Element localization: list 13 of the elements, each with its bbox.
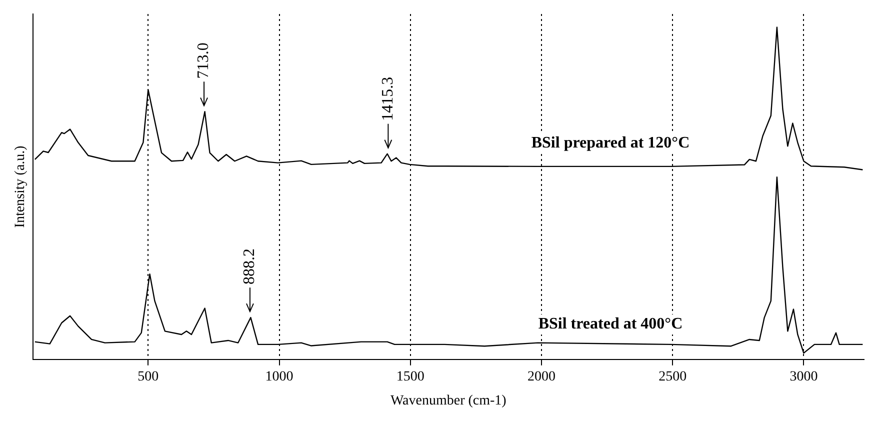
annotation: 1415.3	[379, 76, 396, 121]
y-axis-title: Intensity (a.u.)	[13, 145, 28, 228]
x-axis-title: Wavenumber (cm-1)	[390, 393, 507, 408]
x-tick-label: 500	[138, 369, 159, 384]
x-tick-label: 1500	[396, 369, 424, 384]
annotation: 888.2	[241, 248, 258, 285]
x-tick-label: 2500	[658, 369, 687, 384]
series-label: BSil prepared at 120°C	[531, 134, 690, 152]
annotation: 713.0	[195, 42, 212, 79]
x-tick-label: 2000	[527, 369, 556, 384]
x-tick-label: 3000	[790, 369, 818, 384]
series-label: BSil treated at 400°C	[538, 316, 683, 333]
x-tick-label: 1000	[265, 369, 294, 384]
